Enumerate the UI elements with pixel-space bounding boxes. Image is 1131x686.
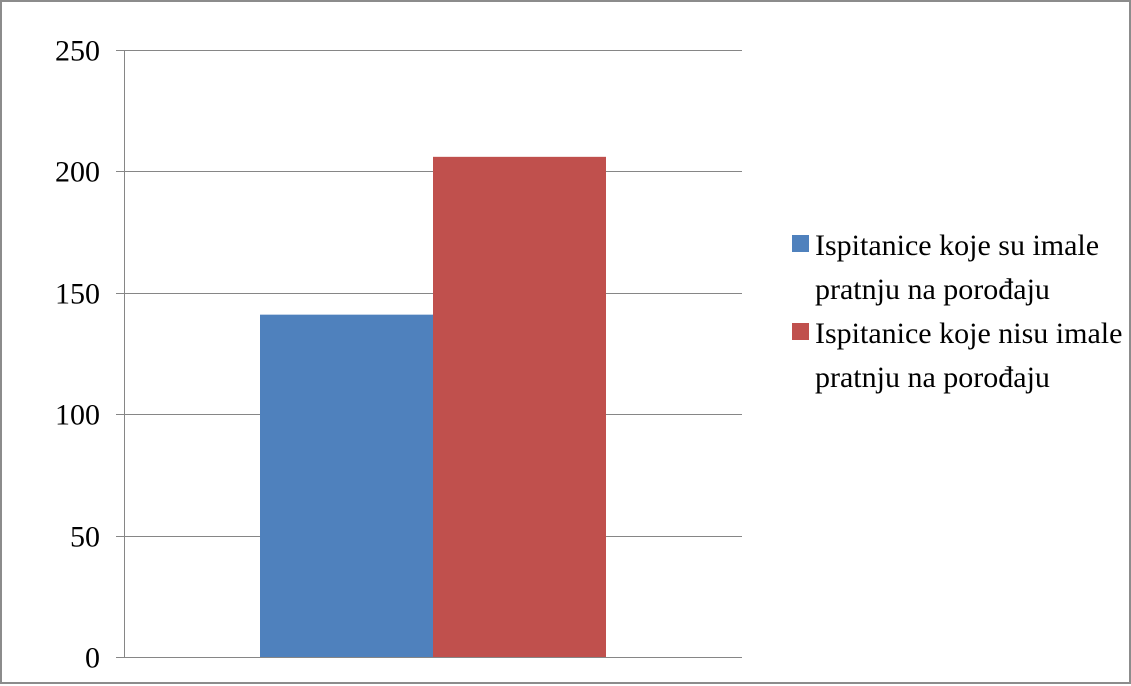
y-axis-tick-labels: 0 50 100 150 200 250 (55, 35, 100, 675)
bar-series-1 (260, 314, 433, 657)
y-tick-label-100: 100 (55, 399, 100, 432)
bar-series-2 (433, 156, 606, 657)
gridlines (116, 50, 742, 537)
legend-label: Ispitanice koje su imale pratnju na poro… (815, 229, 1100, 306)
legend-item-without-companion: Ispitanice koje nisu imale pratnju na po… (792, 312, 1128, 400)
legend-label: Ispitanice koje nisu imale pratnju na po… (815, 317, 1123, 394)
y-tick-label-200: 200 (55, 156, 100, 189)
y-tick-label-150: 150 (55, 278, 100, 311)
legend-swatch-blue (792, 235, 809, 252)
y-tick-label-250: 250 (55, 35, 100, 68)
y-tick-label-50: 50 (70, 521, 100, 554)
legend-item-with-companion: Ispitanice koje su imale pratnju na poro… (792, 224, 1128, 312)
legend: Ispitanice koje su imale pratnju na poro… (792, 224, 1128, 400)
y-tick-label-0: 0 (85, 642, 100, 675)
axes (116, 50, 742, 658)
legend-swatch-red (792, 323, 809, 340)
bars (260, 156, 606, 657)
